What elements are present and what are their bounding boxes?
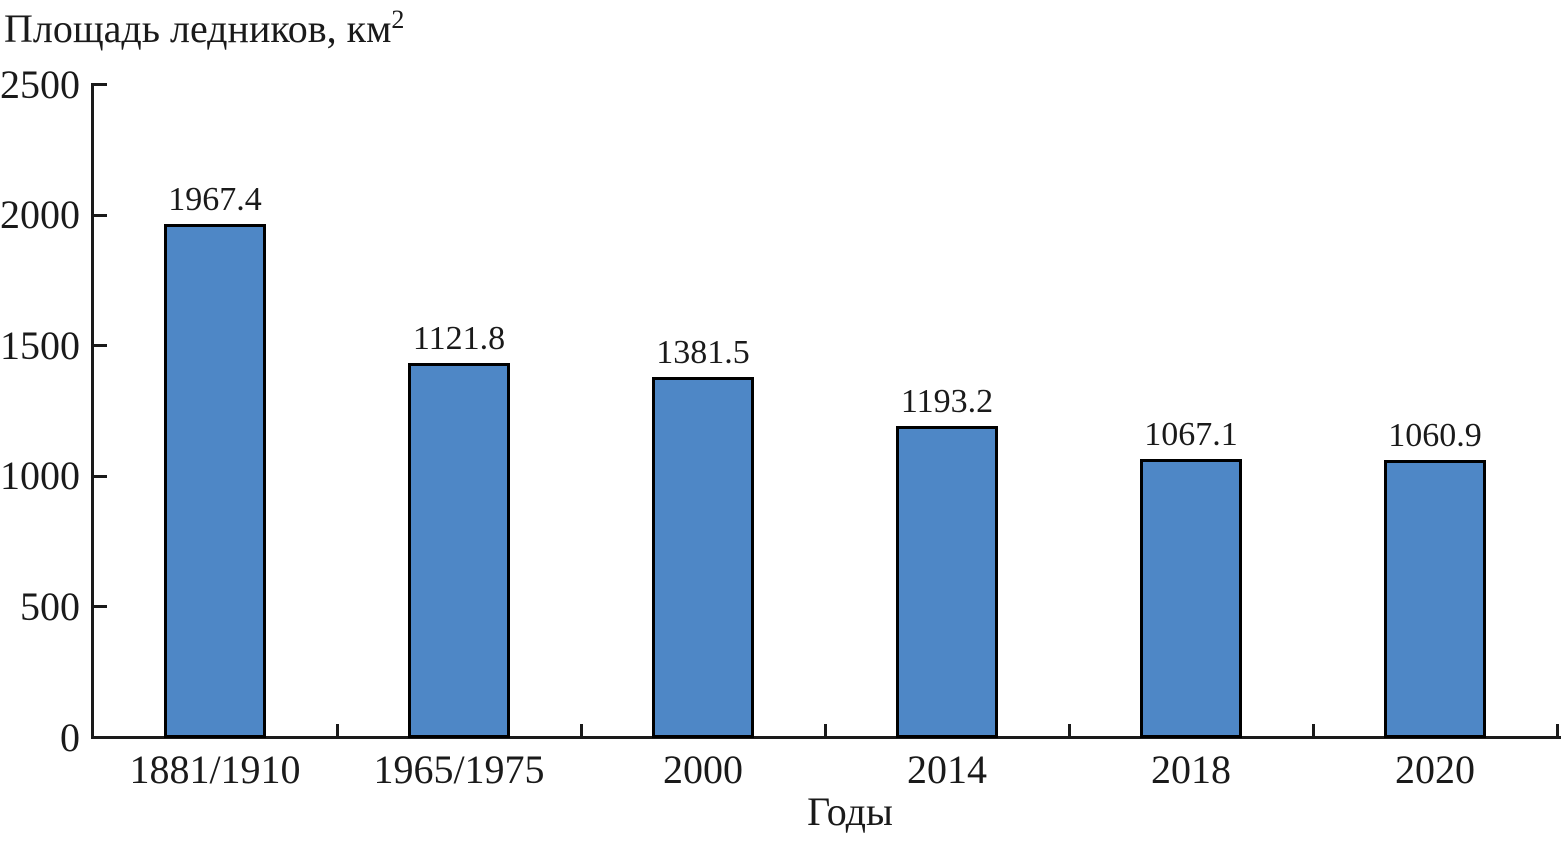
bar-value-label: 1381.5 bbox=[656, 333, 750, 371]
x-axis-title: Годы bbox=[807, 789, 893, 834]
x-tick-label: 2014 bbox=[907, 747, 987, 792]
bar bbox=[1384, 460, 1486, 739]
y-axis-title: Площадь ледников, км2 bbox=[4, 6, 404, 52]
bar-value-label: 1193.2 bbox=[900, 382, 994, 420]
bar bbox=[164, 223, 266, 739]
y-tick-label: 2500 bbox=[0, 61, 80, 107]
x-axis bbox=[91, 736, 1561, 739]
x-tick-label: 2018 bbox=[1151, 747, 1231, 792]
bar bbox=[408, 362, 510, 739]
y-tick-label: 1500 bbox=[0, 322, 80, 368]
y-tick bbox=[93, 605, 107, 609]
y-tick bbox=[93, 83, 107, 86]
y-tick bbox=[93, 474, 107, 478]
y-tick-label: 500 bbox=[20, 583, 80, 629]
x-tick bbox=[1555, 723, 1559, 738]
bar-value-label: 1067.1 bbox=[1144, 415, 1238, 453]
bar bbox=[1140, 458, 1242, 739]
y-axis-title-text: Площадь ледников, км bbox=[4, 6, 392, 51]
y-tick-label: 0 bbox=[60, 714, 80, 760]
bar-value-label: 1060.9 bbox=[1388, 417, 1482, 455]
bar bbox=[652, 376, 754, 739]
y-axis bbox=[91, 83, 94, 739]
y-tick bbox=[93, 344, 107, 348]
y-tick-label: 2000 bbox=[0, 192, 80, 238]
x-tick-label: 2020 bbox=[1395, 747, 1475, 792]
x-tick-label: 1965/1975 bbox=[373, 747, 545, 792]
bar-value-label: 1121.8 bbox=[412, 319, 506, 357]
x-tick bbox=[823, 723, 827, 738]
bar bbox=[896, 425, 998, 739]
y-tick-label: 1000 bbox=[0, 453, 80, 499]
x-tick bbox=[1067, 723, 1071, 738]
x-tick-label: 2000 bbox=[663, 747, 743, 792]
bar-value-label: 1967.4 bbox=[168, 180, 262, 218]
x-tick bbox=[579, 723, 583, 738]
x-tick-label: 1881/1910 bbox=[129, 747, 301, 792]
superscript-2: 2 bbox=[391, 5, 405, 34]
x-tick bbox=[335, 723, 339, 738]
y-tick bbox=[93, 213, 107, 217]
x-tick bbox=[1311, 723, 1315, 738]
